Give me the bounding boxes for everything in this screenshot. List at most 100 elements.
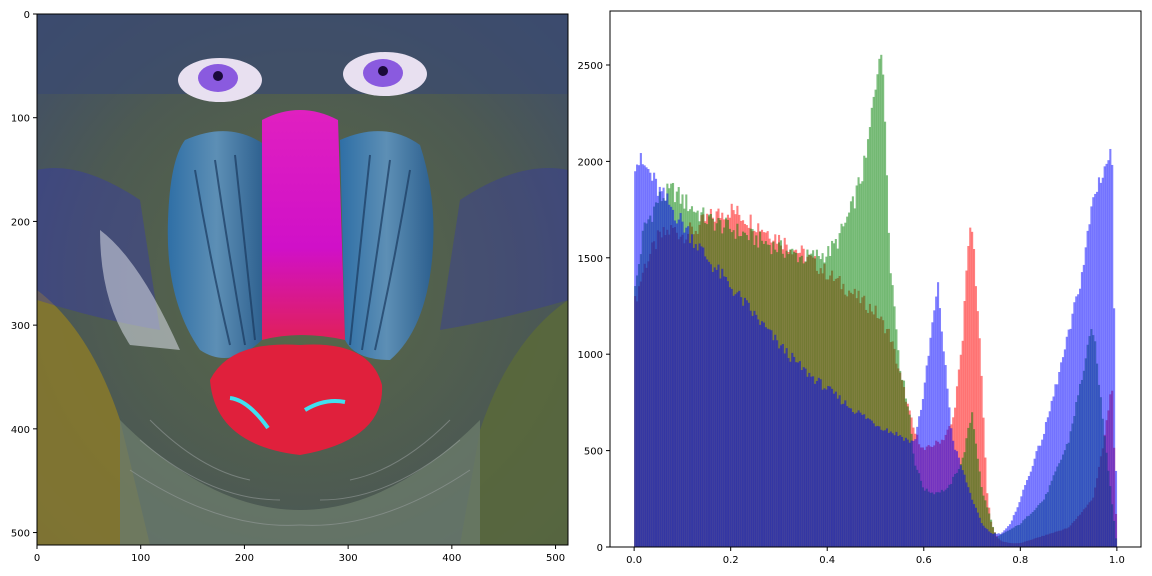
histogram-bar [885, 428, 889, 547]
histogram-bar [827, 385, 830, 547]
histogram-bar [671, 209, 675, 548]
histogram-bar [787, 358, 790, 547]
histogram-bar [728, 287, 731, 547]
histogram-bar [707, 261, 711, 547]
histogram-bar [971, 499, 974, 547]
mandrill-image [37, 14, 568, 545]
histogram-frame [609, 10, 1142, 548]
histogram-bar [776, 340, 779, 547]
histogram-bar [840, 223, 843, 547]
histogram-bar [1063, 349, 1066, 547]
histogram-bar [770, 330, 773, 547]
histogram-bar [647, 169, 650, 548]
histogram-bar [993, 533, 996, 547]
histogram-bar [1090, 206, 1093, 547]
histogram-bar [861, 414, 864, 547]
histogram-bar [834, 391, 837, 547]
histogram-bar [884, 121, 887, 547]
histogram-bar [912, 440, 915, 547]
histogram-bar [681, 221, 684, 548]
histogram-bar [974, 443, 977, 547]
histogram-bar [836, 398, 839, 547]
histogram-bar [760, 321, 764, 547]
histogram-bar [654, 178, 658, 547]
histogram-bar [1099, 182, 1102, 547]
histogram-bar [636, 164, 639, 547]
histogram-bar [893, 435, 896, 547]
histogram-bar [713, 267, 716, 547]
histogram-bar [749, 310, 752, 547]
histogram-bar [1061, 357, 1065, 547]
histogram-bar [972, 504, 976, 547]
histogram-bar [849, 201, 853, 548]
histogram-bar [910, 440, 913, 547]
histogram-y-tick-label: 500 [584, 447, 603, 458]
histogram-bar [872, 423, 875, 547]
histogram-bar [662, 187, 665, 547]
histogram-bar [766, 328, 769, 547]
histogram-bar [895, 431, 898, 547]
histogram-bar [1071, 313, 1074, 547]
histogram-bar [812, 376, 815, 547]
histogram-bar [685, 227, 688, 547]
histogram-bar [976, 311, 979, 547]
histogram-bar [868, 127, 871, 547]
histogram-bar [687, 226, 690, 547]
histogram-bar [1054, 384, 1057, 547]
histogram-bar [1109, 148, 1112, 547]
histogram-bar [882, 430, 885, 547]
histogram-bar [1113, 308, 1116, 547]
histogram-bar [813, 383, 817, 547]
histogram-bar [1067, 329, 1070, 547]
histogram-bar [902, 440, 906, 547]
histogram-bar [726, 281, 729, 547]
histogram-bar [1029, 471, 1032, 547]
histogram-bar [1005, 528, 1008, 547]
histogram-bar [664, 200, 667, 547]
histogram-bar [715, 269, 718, 547]
histogram-bar [651, 180, 654, 548]
histogram-bar [842, 403, 845, 547]
histogram-bar [649, 172, 652, 547]
image-x-tick-label: 200 [235, 553, 254, 564]
histogram-bar [1107, 160, 1110, 548]
image-x-tick-label: 100 [131, 553, 150, 564]
histogram-bar [1003, 530, 1006, 547]
histogram-bar [1048, 411, 1051, 547]
histogram-bar [658, 186, 661, 547]
histogram-bar [1084, 247, 1087, 548]
histogram-bar [829, 386, 832, 547]
histogram-bar [982, 525, 985, 547]
histogram-bar [804, 368, 807, 547]
histogram-bar [940, 331, 943, 547]
image-y-tick-label: 300 [11, 321, 30, 332]
histogram-bar [1097, 177, 1101, 547]
histogram-bar [855, 185, 858, 547]
histogram-bar [870, 107, 873, 547]
histogram-bar [882, 74, 885, 547]
histogram-bar [677, 219, 680, 547]
image-x-tick-label: 300 [339, 553, 358, 564]
histogram-bar [1031, 465, 1034, 547]
histogram-bar [897, 436, 900, 547]
histogram-bar [1044, 422, 1048, 547]
histogram-bar [806, 376, 809, 547]
histogram-y-tick-label: 2500 [578, 61, 603, 72]
histogram-bar [793, 356, 796, 547]
histogram-bar [988, 531, 991, 547]
image-x-tick-label: 400 [442, 553, 461, 564]
histogram-x-tick-label: 0.2 [723, 555, 739, 566]
histogram-bar [857, 177, 860, 547]
histogram-bar [694, 244, 697, 548]
histogram-bar [810, 376, 813, 547]
histogram-bar [781, 343, 784, 547]
histogram-bar [1082, 264, 1085, 547]
histogram-bar [972, 429, 976, 547]
histogram-bar [950, 428, 953, 547]
histogram-bar [885, 175, 889, 547]
histogram-bar [679, 213, 682, 548]
histogram-bar [1075, 296, 1078, 547]
histogram-bar [984, 527, 987, 547]
histogram-bar [961, 470, 964, 547]
